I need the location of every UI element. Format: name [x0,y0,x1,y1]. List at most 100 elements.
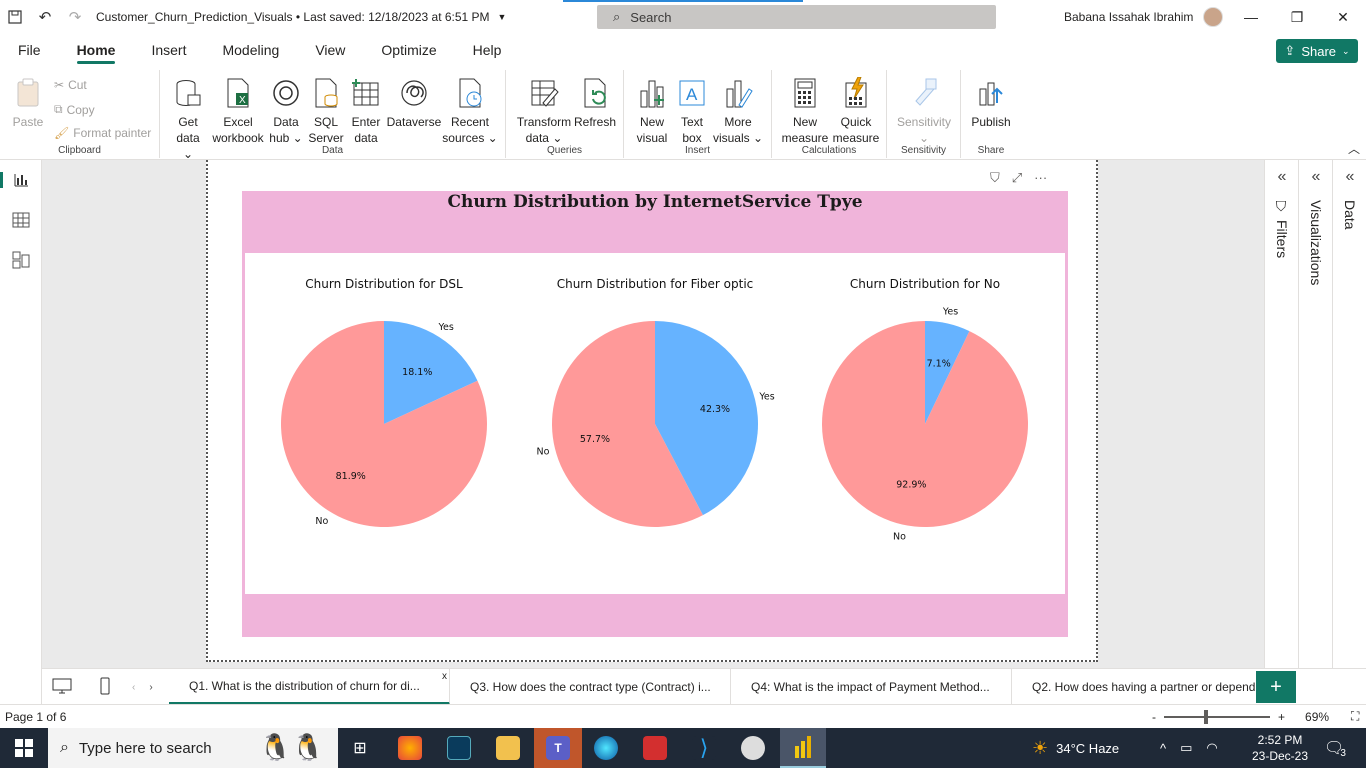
menu-view[interactable]: View [315,42,346,58]
filter-icon[interactable]: ⛉ [990,170,1000,185]
wifi-icon[interactable]: ◠ [1206,740,1218,755]
weather-widget[interactable]: ☀ 34°C Haze [1032,728,1119,768]
chatgpt-icon[interactable] [741,736,765,760]
snowflake-app-icon[interactable] [447,736,471,760]
firefox-icon[interactable] [398,736,422,760]
power-bi-icon[interactable] [780,728,826,768]
transform-data-button[interactable]: Transform data ⌄ [514,76,574,146]
acrobat-icon[interactable] [643,736,667,760]
chevron-left-icon[interactable]: « [1345,168,1355,185]
page-tab-q3[interactable]: Q3. How does the contract type (Contract… [450,669,731,705]
format-painter-button[interactable]: 🖌 Format painter [54,126,151,140]
add-page-button[interactable]: + [1256,671,1296,703]
refresh-button[interactable]: Refresh [572,76,618,130]
data-pane-label[interactable]: Data [1342,200,1358,230]
page-tab-q1[interactable]: Q1. What is the distribution of churn fo… [169,669,450,705]
text-box-button[interactable]: A Text box [674,76,710,146]
menu-file[interactable]: File [18,42,41,58]
zoom-out-button[interactable]: - [1152,709,1156,724]
pie-title-no: Churn Distribution for No [849,277,1001,291]
chevron-down-icon: ⌄ [1342,45,1350,56]
report-view-icon[interactable] [11,170,31,190]
desktop-layout-icon[interactable] [52,678,72,697]
fit-to-page-icon[interactable]: ⛶ [1351,709,1360,723]
new-measure-button[interactable]: New measure [780,76,830,146]
visualizations-pane-label[interactable]: Visualizations [1308,200,1324,285]
table-view-icon[interactable] [11,210,31,230]
file-explorer-icon[interactable] [496,736,520,760]
paste-button[interactable]: Paste [10,76,46,130]
ribbon-group-clipboard: Paste ✂ Cut ⧉ Copy 🖌 Format painter Clipboa… [0,70,160,158]
recent-sources-button[interactable]: Recent sources ⌄ [442,76,498,146]
new-visual-button[interactable]: New visual [632,76,672,146]
edge-icon[interactable] [594,736,618,760]
menu-modeling[interactable]: Modeling [222,42,280,58]
vscode-icon[interactable]: ⟩ [692,736,716,760]
menu-optimize[interactable]: Optimize [381,42,437,58]
enter-data-label-1: Enter [351,115,381,129]
model-view-icon[interactable] [11,250,31,270]
undo-icon[interactable]: ↶ [38,9,52,26]
mobile-layout-icon[interactable] [100,677,110,698]
enter-data-button[interactable]: Enter data [348,76,384,146]
filters-pane-label[interactable]: ⛉ Filters [1274,200,1290,258]
scroll-left-icon[interactable]: ‹ [132,681,136,693]
scroll-right-icon[interactable]: › [149,681,153,693]
sql-server-button[interactable]: SQL Server [308,76,344,146]
page-tab-q4[interactable]: Q4: What is the impact of Payment Method… [731,669,1012,705]
tab-scroll: ‹ › [132,669,153,705]
teams-icon[interactable]: T [534,728,582,768]
quick-measure-button[interactable]: Quick measure [830,76,882,146]
menu-help[interactable]: Help [472,42,502,58]
visualizations-pane[interactable]: « Visualizations [1299,160,1333,668]
close-icon[interactable]: x [442,671,447,682]
page-tab-q2[interactable]: Q2. How does having a partner or depende… [1012,669,1256,705]
document-title[interactable]: Customer_Churn_Prediction_Visuals • Last… [96,10,506,24]
clock[interactable]: 2:52 PM 23-Dec-23 [1252,728,1308,768]
publish-button[interactable]: Publish [967,76,1015,130]
more-visuals-button[interactable]: More visuals ⌄ [712,76,764,146]
minimize-button[interactable]: — [1244,9,1258,25]
data-hub-label-1: Data [273,115,299,129]
task-view-icon[interactable]: ⊞ [353,740,367,757]
collapse-ribbon-icon[interactable]: ︿ [1347,142,1360,156]
maximize-button[interactable]: ❐ [1290,8,1304,25]
menu-home[interactable]: Home [59,34,134,66]
focus-mode-icon[interactable]: ⤢ [1011,170,1023,185]
save-icon[interactable] [0,0,30,34]
dataverse-label: Dataverse [386,115,442,129]
paste-label: Paste [12,115,44,129]
get-data-button[interactable]: Get data ⌄ [170,76,206,162]
battery-icon[interactable]: ▭ [1180,740,1193,755]
cut-button[interactable]: ✂ Cut [54,78,87,92]
more-options-icon[interactable]: ··· [1034,170,1048,185]
copy-button[interactable]: ⧉ Copy [54,102,95,117]
format-painter-label: Format painter [73,126,152,140]
data-hub-button[interactable]: Data hub ⌄ [266,76,306,146]
redo-icon[interactable]: ↷ [68,9,82,26]
search-input[interactable]: ⌕ Search [597,5,996,29]
zoom-in-button[interactable]: + [1278,709,1286,724]
refresh-icon [579,76,611,110]
avatar[interactable] [1203,7,1224,27]
chevron-left-icon[interactable]: « [1277,168,1287,185]
close-button[interactable]: ✕ [1337,8,1349,25]
taskbar-search-input[interactable]: ⌕ Type here to search 🐧🐧 [48,728,338,768]
transform-label-2: data ⌄ [525,131,563,145]
zoom-slider[interactable] [1164,709,1270,724]
group-label-data: Data [321,145,344,156]
user-account[interactable]: Babana Issahak Ibrahim [1064,0,1224,34]
notifications-button[interactable]: 🗨 3 [1324,728,1346,768]
chevron-down-icon[interactable]: ▼ [497,12,507,22]
transform-label-1: Transform [516,115,572,129]
chevron-left-icon[interactable]: « [1311,168,1321,185]
data-pane[interactable]: « Data [1333,160,1366,668]
windows-start-icon[interactable] [0,728,48,768]
sensitivity-button[interactable]: Sensitivity ⌄ [893,76,955,146]
dataverse-button[interactable]: Dataverse [386,76,442,130]
excel-workbook-button[interactable]: X Excel workbook [210,76,266,146]
chevron-up-icon[interactable]: ^ [1160,740,1167,756]
menu-insert[interactable]: Insert [151,42,187,58]
share-button[interactable]: ⇪ Share ⌄ [1276,39,1358,63]
filters-pane[interactable]: « ⛉ Filters [1265,160,1299,668]
